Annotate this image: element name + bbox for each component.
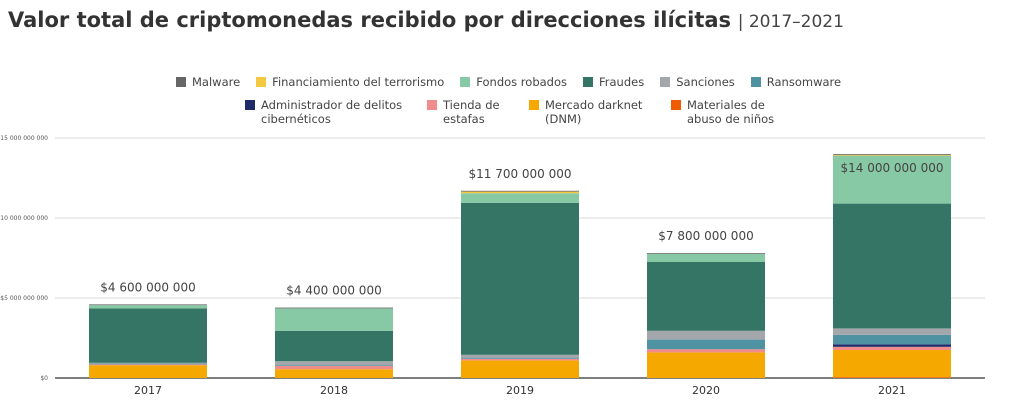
- bar-segment: [647, 262, 765, 331]
- total-label: $7 800 000 000: [658, 229, 753, 243]
- subtitle: | 2017–2021: [737, 12, 844, 32]
- legend-swatch: [660, 77, 671, 87]
- bar-segment: [833, 377, 951, 378]
- legend-item: Fraudes: [583, 75, 644, 89]
- total-label: $4 400 000 000: [286, 284, 381, 298]
- bar-segment: [89, 304, 207, 306]
- legend-item: Materiales de abuso de niños: [671, 98, 797, 126]
- x-tick-label: 2021: [878, 384, 906, 397]
- legend-swatch: [460, 77, 471, 87]
- bar-segment: [89, 305, 207, 309]
- legend: Malware Financiamiento del terrorismo Fond…: [176, 75, 857, 89]
- legend-swatch: [427, 100, 437, 110]
- legend-swatch: [750, 77, 761, 87]
- bar-segment: [833, 334, 951, 345]
- bar-segment: [461, 191, 579, 194]
- bar-segment: [833, 346, 951, 350]
- legend-label: Fondos robados: [476, 75, 567, 89]
- bar-segment: [461, 190, 579, 192]
- bar-segment: [89, 362, 207, 364]
- y-tick-label: $5 000 000 000: [0, 295, 48, 302]
- bar-segment: [461, 358, 579, 359]
- y-tick-label: $15 000 000 000: [0, 135, 48, 142]
- legend-label: Materiales de abuso de niños: [687, 98, 775, 126]
- bar-segment: [89, 363, 207, 365]
- legend-label: Mercado darknet (DNM): [545, 98, 643, 126]
- bar-segment: [461, 193, 579, 203]
- total-label: $4 600 000 000: [100, 280, 195, 294]
- legend-item: Financiamiento del terrorismo: [256, 75, 444, 89]
- legend-label: Malware: [192, 75, 241, 89]
- total-label: $11 700 000 000: [468, 167, 571, 181]
- bar-segment: [833, 155, 951, 204]
- bar-segment: [89, 365, 207, 378]
- legend-item: Ransomware: [750, 75, 842, 89]
- x-tick-label: 2019: [506, 384, 534, 397]
- bar-segment: [461, 360, 579, 378]
- legend-swatch: [529, 100, 539, 110]
- legend-label: Financiamiento del terrorismo: [272, 75, 445, 89]
- total-label: $14 000 000 000: [840, 161, 943, 175]
- bar-segment: [647, 254, 765, 262]
- legend-swatch: [256, 77, 267, 87]
- title-text: Valor total de criptomonedas recibido po…: [8, 8, 732, 32]
- x-tick-label: 2020: [692, 384, 720, 397]
- bar-segment: [275, 330, 393, 362]
- legend-swatch: [671, 100, 681, 110]
- legend-item: Malware: [176, 75, 240, 89]
- legend-item: Sanciones: [660, 75, 735, 89]
- bar-segment: [833, 350, 951, 378]
- bar-segment: [833, 328, 951, 335]
- legend-item: Mercado darknet (DNM): [529, 98, 655, 126]
- bar-segment: [275, 361, 393, 366]
- legend-label: Fraudes: [599, 75, 645, 89]
- legend-label: Ransomware: [766, 75, 842, 89]
- bar-segment: [275, 369, 393, 378]
- legend: Administrador de delitos cibernéticos Tie…: [245, 98, 813, 126]
- legend-item: Administrador de delitos cibernéticos: [245, 98, 411, 126]
- bar-segment: [89, 308, 207, 363]
- bar-segment: [833, 154, 951, 155]
- legend-item: Tienda de estafas: [427, 98, 513, 126]
- bar-segment: [647, 352, 765, 378]
- legend-label: Tienda de estafas: [443, 98, 500, 126]
- chart-title: Valor total de criptomonedas recibido po…: [8, 8, 844, 32]
- legend-swatch: [176, 77, 186, 87]
- legend-label: Sanciones: [676, 75, 735, 89]
- x-tick-label: 2017: [134, 384, 162, 397]
- bar-segment: [647, 339, 765, 350]
- bar-segment: [461, 202, 579, 355]
- bar-segment: [275, 365, 393, 366]
- bar-segment: [275, 308, 393, 331]
- bar-segment: [647, 330, 765, 340]
- bar-segment: [275, 366, 393, 370]
- bar-segment: [89, 364, 207, 366]
- bar-segment: [647, 253, 765, 254]
- bar-segment: [275, 307, 393, 309]
- y-tick-label: $10 000 000 000: [0, 215, 48, 222]
- bar-segment: [461, 354, 579, 358]
- y-tick-label: $0: [40, 375, 48, 382]
- bar-segment: [833, 203, 951, 329]
- x-tick-label: 2018: [320, 384, 348, 397]
- bar-segment: [647, 349, 765, 353]
- legend-label: Administrador de delitos cibernéticos: [261, 98, 403, 126]
- legend-swatch: [245, 100, 255, 110]
- legend-swatch: [583, 77, 593, 87]
- legend-item: Fondos robados: [460, 75, 567, 89]
- bar-segment: [833, 344, 951, 347]
- bar-segment: [833, 154, 951, 156]
- bar-segment: [461, 358, 579, 361]
